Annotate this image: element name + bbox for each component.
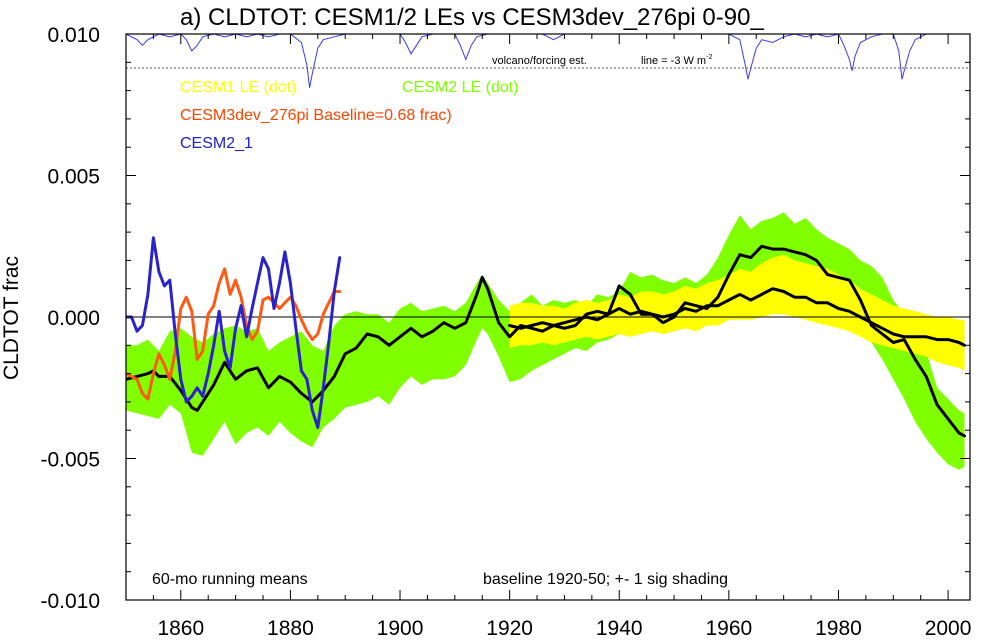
x-tick-label: 1880 — [267, 617, 314, 640]
volcano-label: volcano/forcing est. — [492, 55, 587, 67]
tick-marks — [125, 33, 970, 601]
x-tick-label: 1900 — [377, 617, 424, 640]
legend-cesm1-le: CESM1 LE (dot) — [180, 79, 296, 96]
x-tick-label: 1940 — [596, 617, 643, 640]
running-means-note: 60-mo running means — [152, 571, 308, 588]
x-tick-label: 2000 — [925, 617, 972, 640]
y-tick-label: 0.000 — [47, 307, 100, 330]
volcano-forcing-layer — [126, 34, 970, 88]
line-cesm3dev-276pi — [126, 267, 342, 401]
volcano-line-text: line = -3 W m — [641, 55, 706, 67]
line-cesm2-le-mean — [126, 244, 966, 438]
y-tick-label: -0.005 — [40, 449, 100, 472]
y-tick-label: -0.010 — [40, 590, 100, 613]
baseline-note: baseline 1920-50; +- 1 sig shading — [483, 571, 728, 588]
volcano-line-superscript: -2 — [706, 54, 712, 61]
line-cesm1-le-mean — [508, 287, 966, 347]
tick-labels: 1860 1880 1900 1920 1940 1960 1980 2000 -0.010 -0… — [40, 24, 971, 640]
volcano-forcing-line — [126, 34, 965, 88]
chart-title: a) CLDTOT: CESM1/2 LEs vs CESM3dev_276pi… — [180, 4, 764, 31]
x-tick-label: 1860 — [157, 617, 204, 640]
y-tick-label: 0.010 — [47, 24, 100, 47]
series-lines — [126, 236, 966, 438]
x-tick-label: 1980 — [815, 617, 862, 640]
legend-cesm2-1: CESM2_1 — [180, 135, 253, 152]
legend-cesm3dev: CESM3dev_276pi Baseline=0.68 frac) — [180, 107, 452, 124]
legend-cesm2-le: CESM2 LE (dot) — [402, 79, 518, 96]
line-cesm2-1 — [126, 236, 342, 429]
x-tick-label: 1920 — [486, 617, 533, 640]
volcano-line-label: line = -3 W m-2 — [641, 54, 712, 67]
y-tick-label: 0.005 — [47, 166, 100, 189]
y-axis-label: CLDTOT frac — [0, 256, 23, 380]
x-tick-label: 1960 — [705, 617, 752, 640]
